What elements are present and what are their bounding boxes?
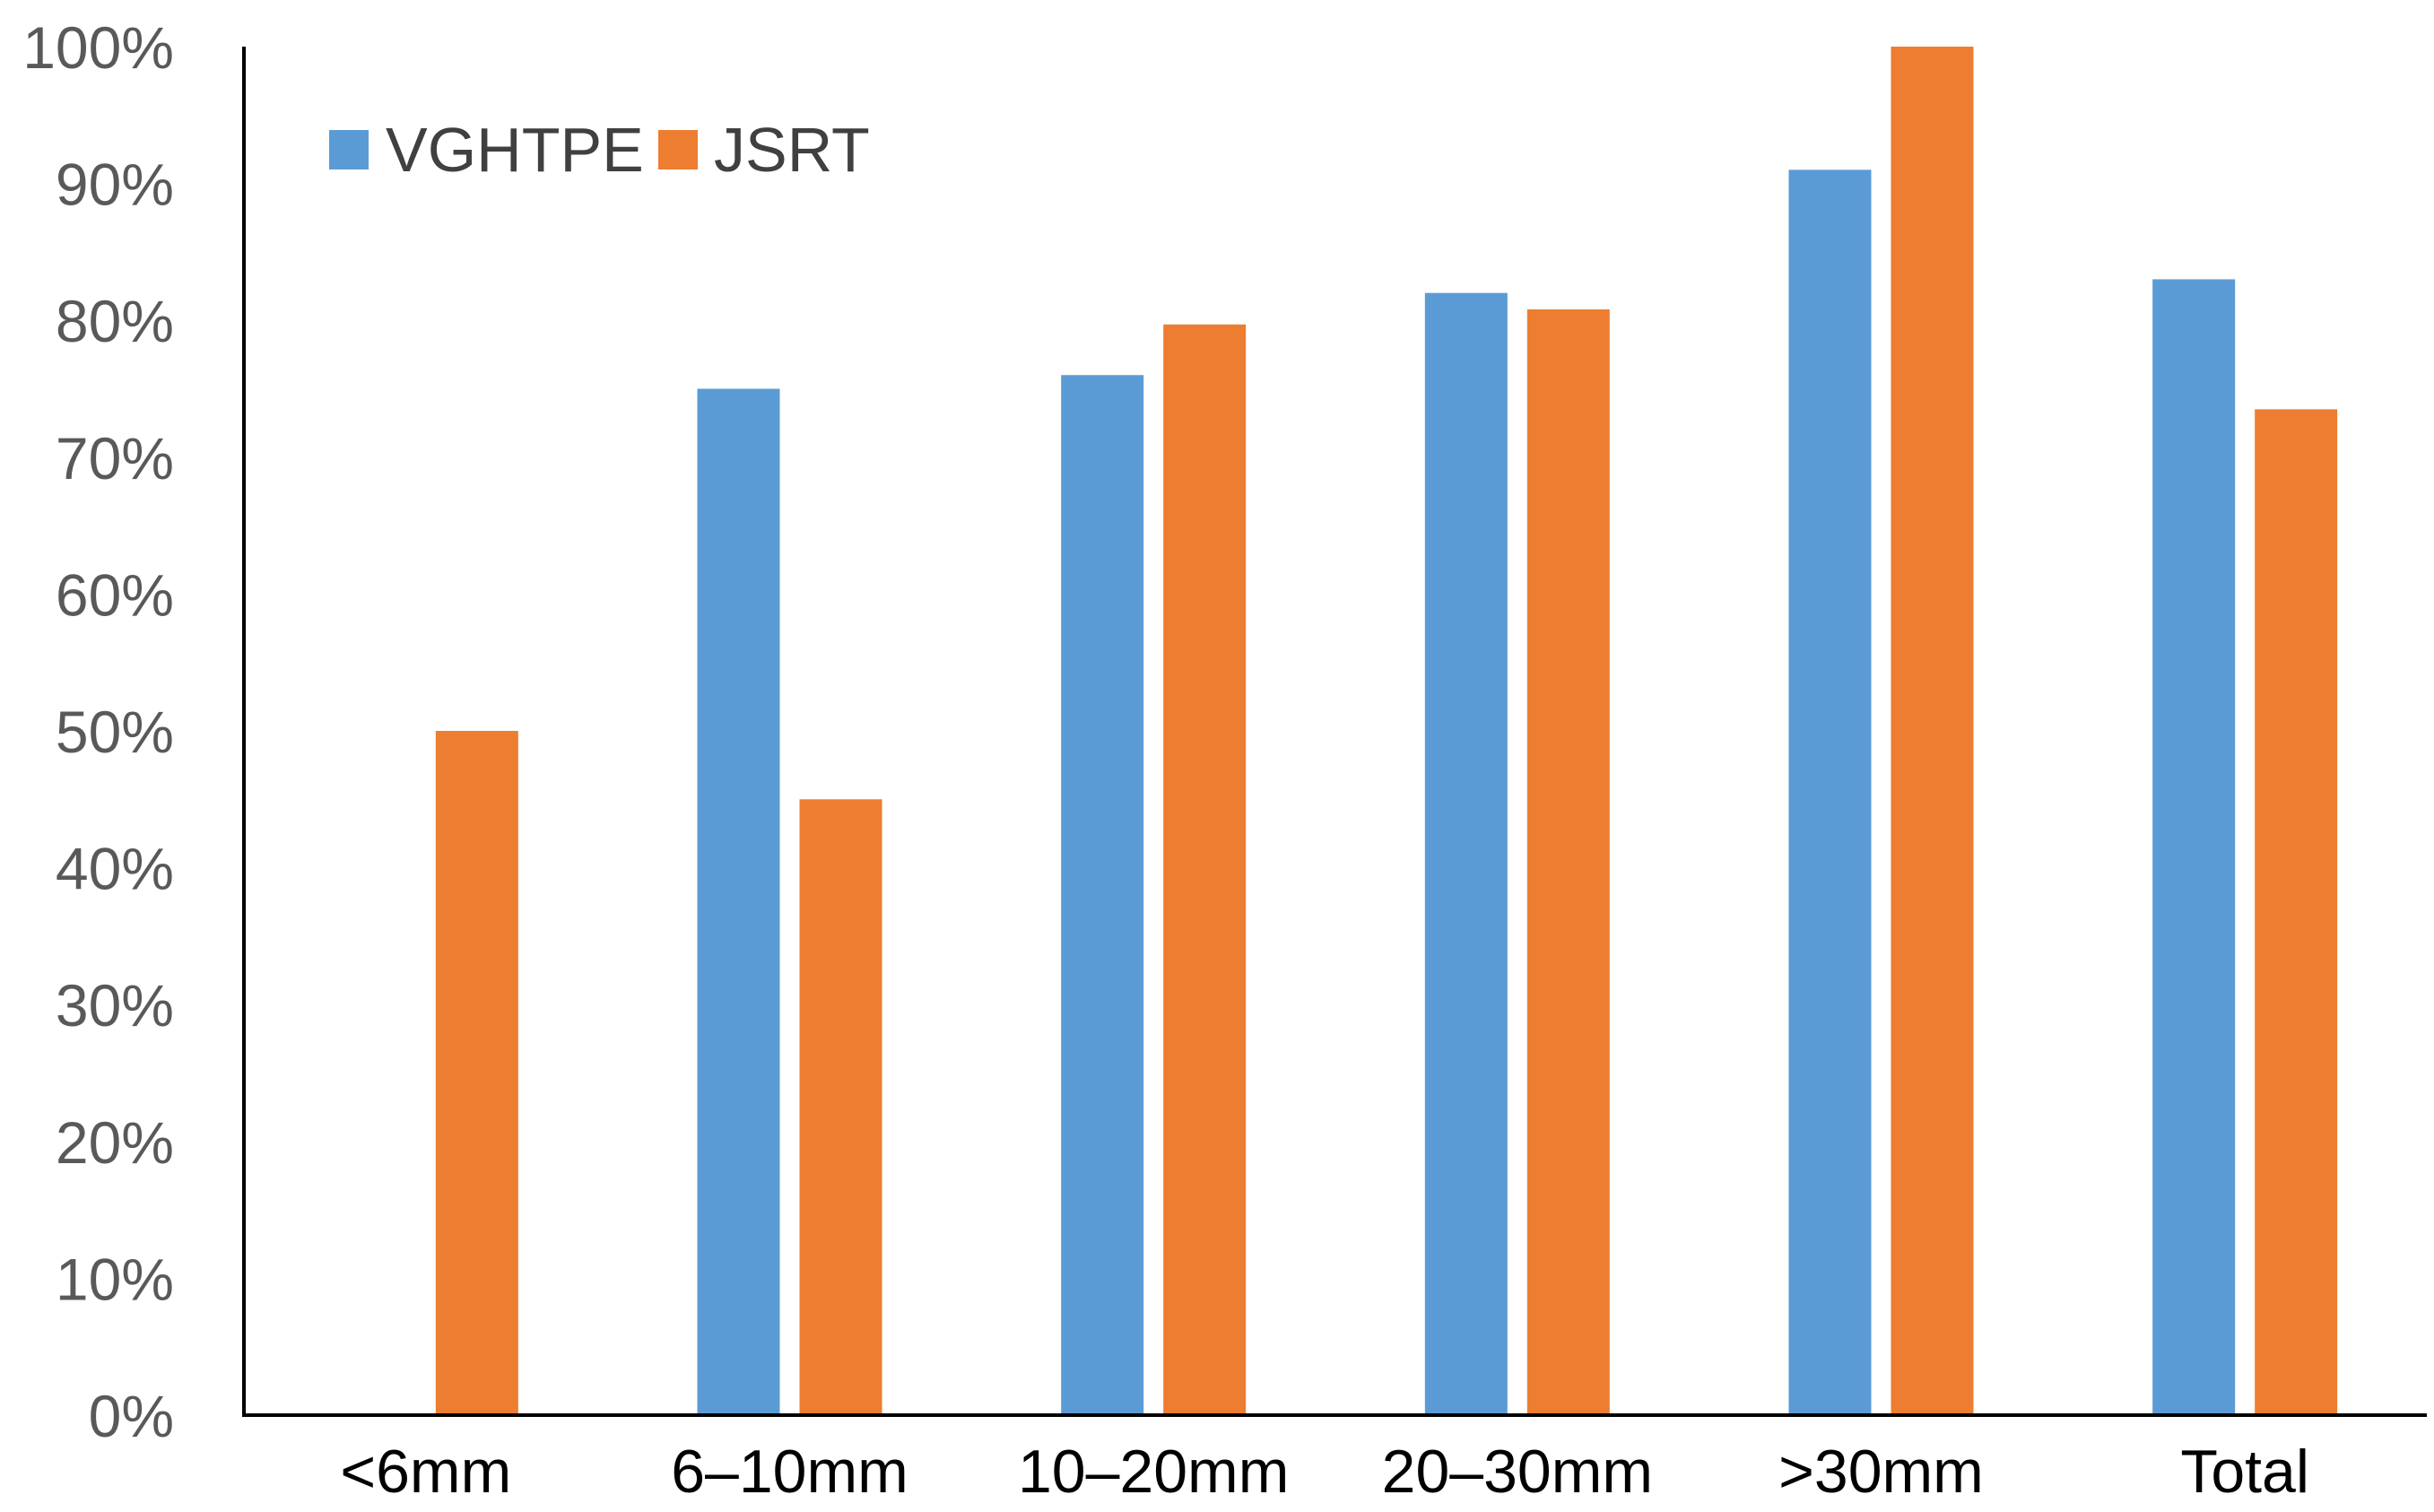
y-tick-label: 40% — [56, 836, 174, 902]
y-tick-label: 90% — [56, 152, 174, 218]
y-tick-label: 100% — [22, 14, 174, 81]
bar-jsrt-5 — [2255, 409, 2338, 1415]
y-tick-label: 80% — [56, 288, 174, 354]
bar-jsrt-2 — [1163, 324, 1247, 1415]
bar-vghtpe-1 — [697, 388, 780, 1415]
bar-vghtpe-3 — [1424, 292, 1508, 1416]
legend-swatch-vghtpe — [329, 130, 369, 169]
x-category-label: >30mm — [1778, 1438, 1984, 1506]
y-tick-label: 70% — [56, 425, 174, 491]
legend-label-vghtpe: VGHTPE — [386, 115, 644, 185]
x-category-label: 6–10mm — [671, 1438, 908, 1506]
y-axis-tick-labels: 0% 10% 20% 30% 40% 50% 60% 70% 80% 90% 100% — [22, 14, 174, 1449]
y-tick-label: 20% — [56, 1109, 174, 1176]
bar-jsrt-4 — [1891, 47, 1974, 1415]
legend-swatch-jsrt — [658, 130, 698, 169]
legend: VGHTPE JSRT — [329, 115, 870, 185]
y-tick-label: 30% — [56, 972, 174, 1038]
y-tick-label: 50% — [56, 699, 174, 765]
bar-jsrt-3 — [1526, 308, 1610, 1416]
legend-label-jsrt: JSRT — [714, 115, 870, 185]
bar-jsrt-0 — [435, 731, 518, 1415]
x-category-label: <6mm — [340, 1438, 511, 1506]
y-tick-label: 60% — [56, 561, 174, 628]
bar-vghtpe-2 — [1061, 375, 1144, 1415]
y-tick-label: 0% — [89, 1383, 174, 1449]
x-category-label: Total — [2180, 1438, 2309, 1506]
bar-vghtpe-5 — [2152, 279, 2236, 1415]
y-tick-label: 10% — [56, 1246, 174, 1312]
x-category-label: 20–30mm — [1382, 1438, 1653, 1506]
x-axis-category-labels: <6mm 6–10mm 10–20mm 20–30mm >30mm Total — [340, 1438, 2309, 1506]
bar-series — [435, 47, 2338, 1416]
bar-jsrt-1 — [799, 799, 882, 1415]
bar-vghtpe-4 — [1788, 169, 1872, 1416]
x-category-label: 10–20mm — [1018, 1438, 1289, 1506]
